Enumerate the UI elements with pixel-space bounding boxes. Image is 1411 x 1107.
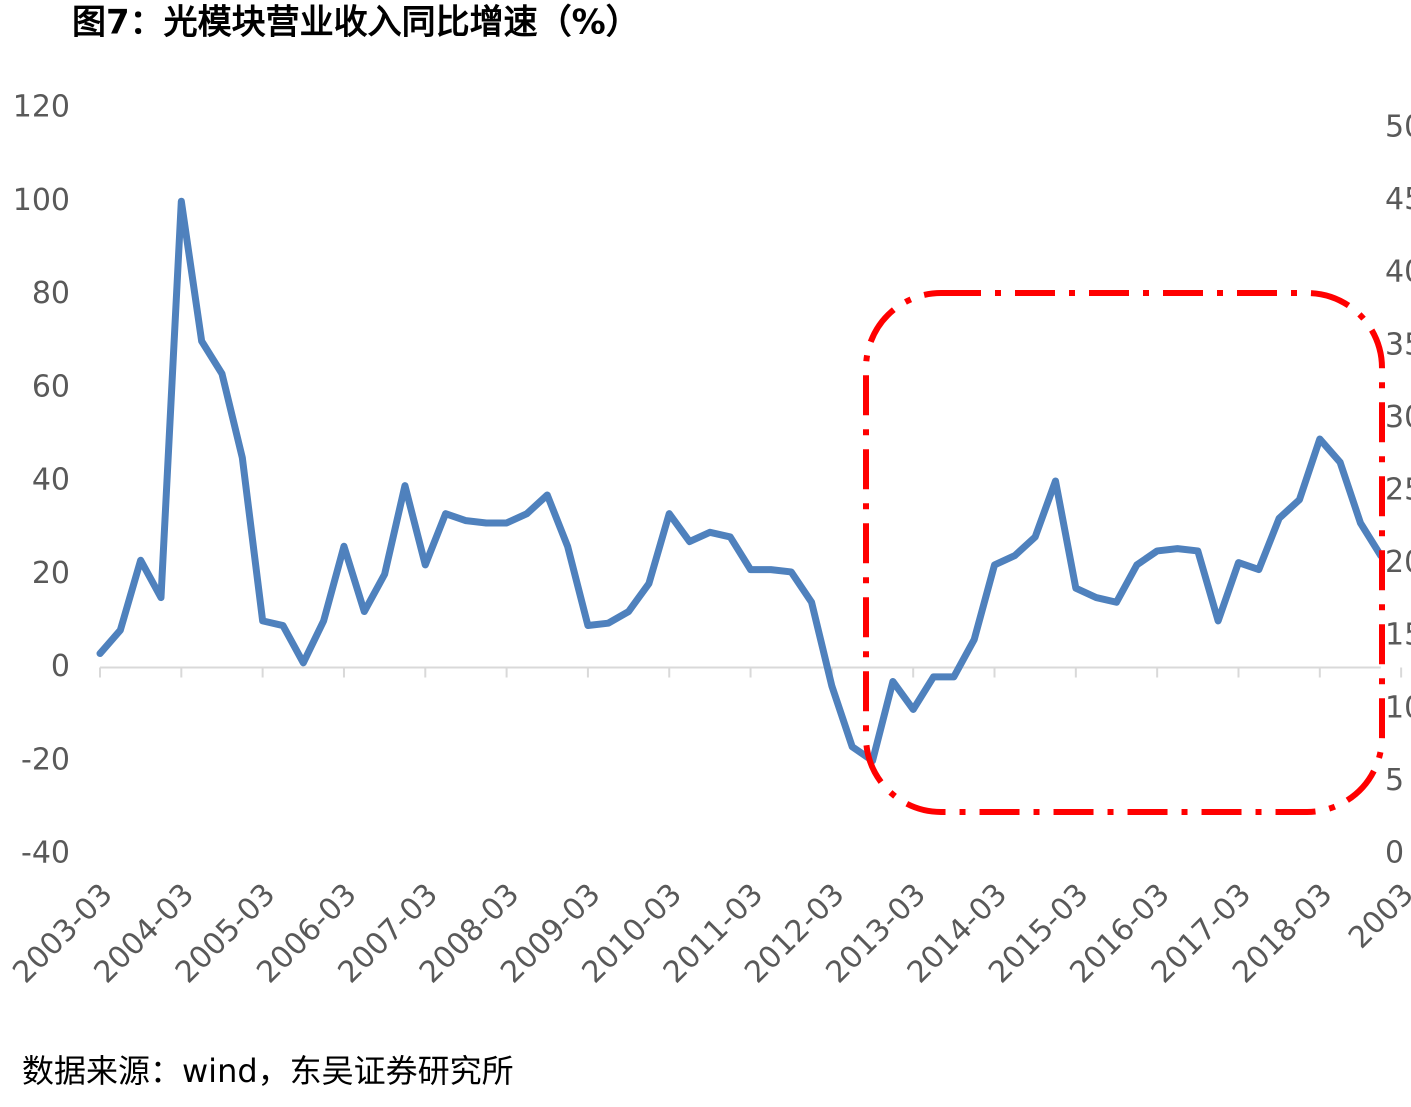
y-tick-label: 40 <box>32 463 70 498</box>
highlight-box <box>863 290 1385 815</box>
y2-tick-label: 25 <box>1385 473 1411 508</box>
y2-tick-label: 15 <box>1385 618 1411 653</box>
y-tick-label: -40 <box>21 836 70 871</box>
y2-tick-label: 5 <box>1385 763 1404 798</box>
y2-tick-label: 20 <box>1385 545 1411 580</box>
y2-tick-label: 10 <box>1385 690 1411 725</box>
y2-tick-label: 0 <box>1385 836 1404 871</box>
y2-tick-label: 30 <box>1385 400 1411 435</box>
y2-tick-label: 35 <box>1385 327 1411 362</box>
y-tick-label: 0 <box>51 649 70 684</box>
y-tick-label: -20 <box>21 742 70 777</box>
y2-tick-label: 40 <box>1385 255 1411 290</box>
x-tick-label: 2003 <box>1342 877 1411 956</box>
chart-title: 图7：光模块营业收入同比增速（%） <box>72 3 640 43</box>
y-tick-label: 20 <box>32 556 70 591</box>
y2-tick-label: 45 <box>1385 182 1411 217</box>
source-note: 数据来源：wind，东吴证券研究所 <box>22 1052 514 1090</box>
y-tick-label: 80 <box>32 276 70 311</box>
y-tick-label: 100 <box>13 183 70 218</box>
y2-tick-label: 50 <box>1385 110 1411 145</box>
series-line <box>96 197 1385 765</box>
y-tick-label: 60 <box>32 369 70 404</box>
y-tick-label: 120 <box>13 90 70 125</box>
